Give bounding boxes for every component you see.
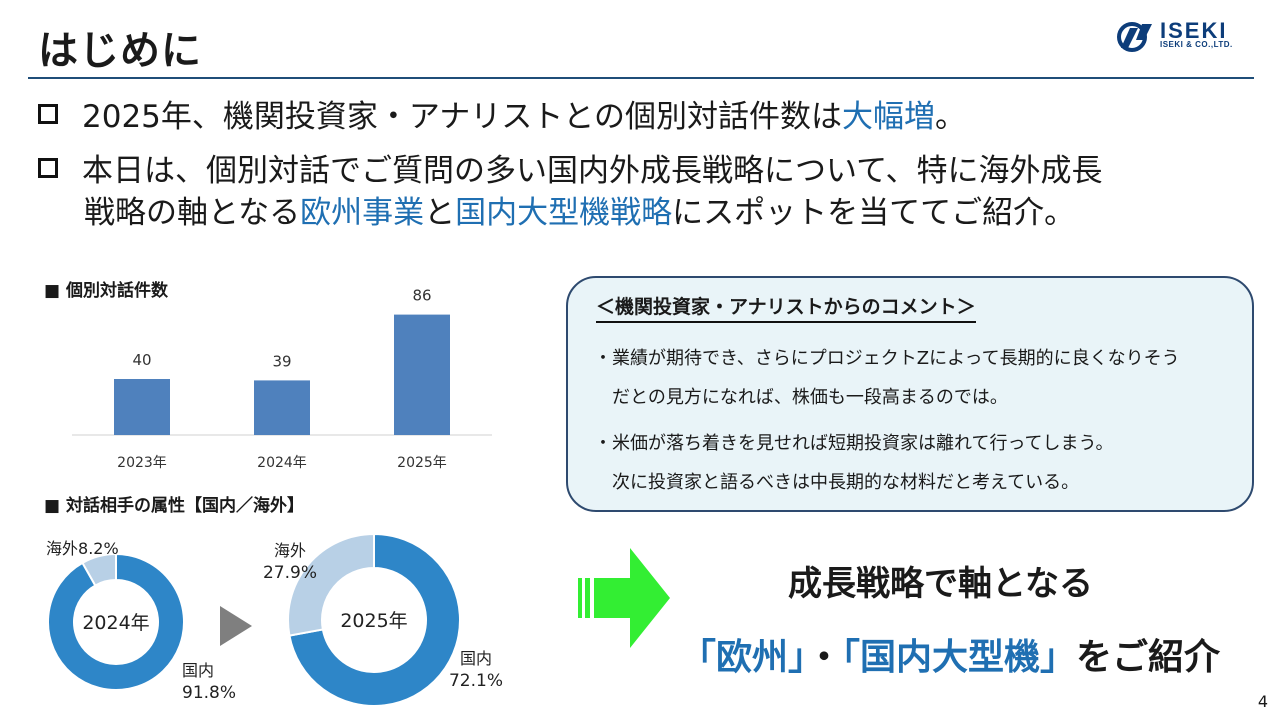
slice-name: 海外 [46, 539, 78, 558]
slice-name: 海外 [274, 541, 306, 560]
donut-slice-海外 [287, 532, 375, 637]
bar-2023年 [114, 379, 170, 435]
donut-center-label: 2025年 [340, 610, 407, 632]
comment-line: ・米価が落ち着きを見せれば短期投資家は離れて行ってしまう。 [594, 433, 1114, 454]
page-title: はじめに [38, 28, 202, 74]
slice-percent: 91.8% [182, 683, 236, 703]
slice-name: 国内 [460, 649, 492, 668]
slice-percent: 72.1% [449, 671, 503, 691]
growth-strategy-heading: 成長戦略で軸となる [788, 564, 1093, 604]
bullet-2-end: にスポットを当ててご紹介。 [672, 195, 1076, 231]
donut-slice-海外 [81, 552, 117, 587]
bullet-2: 本日は、個別対話でご質問の多い国内外成長戦略について、特に海外成長 戦略の軸とな… [38, 150, 1103, 234]
bar-2024年 [254, 380, 310, 435]
comment-line: 次に投資家と語るべきは中長期的な材料だと考えている。 [594, 472, 1080, 493]
company-logo: ISEKI ISEKI & CO.,LTD. [1116, 18, 1256, 54]
callout-end: をご紹介 [1076, 637, 1221, 678]
callout-separator: ・ [806, 637, 843, 678]
header-divider [28, 77, 1254, 79]
donut-slice-国内 [288, 532, 461, 707]
europe-highlight: 欧州事業 [300, 195, 425, 231]
donut-center-label: 2024年 [82, 612, 149, 634]
attribute-label: ■ 対話相手の属性【国内／海外】 [44, 496, 304, 516]
bar-value-label: 40 [132, 351, 151, 369]
bar-category-label: 2025年 [397, 455, 447, 471]
domestic-large-callout: 「国内大型機」 [842, 637, 1077, 678]
donut-slice-label: 海外8.2% [46, 539, 119, 558]
bar-category-label: 2024年 [257, 455, 307, 471]
square-bullet-icon [38, 158, 58, 178]
logo-subtitle: ISEKI & CO.,LTD. [1160, 40, 1233, 49]
bullet-1-end: 。 [934, 99, 966, 135]
comment-line: だとの見方になれば、株価も一段高まるのでは。 [594, 387, 1008, 408]
bullet-2-pre: 戦略の軸となる [84, 195, 301, 231]
domestic-large-highlight: 国内大型機戦略 [455, 195, 673, 231]
logo-wordmark: ISEKI [1160, 18, 1228, 43]
investor-comment-box: ＜機関投資家・アナリストからのコメント＞ ・業績が期待でき、さらにプロジェクトZ… [566, 276, 1254, 512]
slice-percent: 8.2% [78, 539, 119, 558]
comment-title: ＜機関投資家・アナリストからのコメント＞ [596, 292, 976, 323]
dialog-count-bar-chart: 40 2023年 39 2024年 86 2025年 [72, 287, 492, 471]
bar-category-label: 2023年 [117, 455, 167, 471]
growth-strategy-subheading: 「欧州」・「国内大型機」をご紹介 [680, 628, 1220, 680]
donut-chart-2024: 2024年 海外8.2% 国内 91.8% [46, 539, 236, 703]
bullet-2-line2: 戦略の軸となる欧州事業と国内大型機戦略にスポットを当ててご紹介。 [38, 192, 1103, 234]
right-arrow-icon [578, 548, 670, 648]
bar-value-label: 39 [272, 352, 291, 370]
slice-name: 国内 [182, 661, 214, 680]
bullet-1-text: 2025年、機関投資家・アナリストとの個別対話件数は [82, 99, 842, 135]
bullet-2-mid: と [424, 195, 456, 231]
bullet-2-line1: 本日は、個別対話でご質問の多い国内外成長戦略について、特に海外成長 [82, 153, 1103, 189]
donut-chart-2025: 2025年 海外 27.9% 国内 72.1% [263, 532, 503, 707]
comment-line: ・業績が期待でき、さらにプロジェクトZによって長期的に良くなりそう [594, 348, 1180, 369]
iseki-logo-icon [1117, 22, 1152, 52]
bar-2025年 [394, 314, 450, 435]
bullet-1-highlight: 大幅増 [841, 99, 935, 135]
donut-slice-国内 [47, 552, 185, 691]
square-bullet-icon [38, 104, 58, 124]
europe-callout: 「欧州」 [680, 637, 807, 678]
bullet-1: 2025年、機関投資家・アナリストとの個別対話件数は大幅増。 [38, 96, 966, 138]
dialog-count-label: ■ 個別対話件数 [44, 281, 168, 301]
bar-value-label: 86 [412, 287, 431, 305]
play-arrow-icon [220, 606, 252, 646]
page-number: 4 [1257, 692, 1268, 711]
slice-percent: 27.9% [263, 563, 317, 583]
